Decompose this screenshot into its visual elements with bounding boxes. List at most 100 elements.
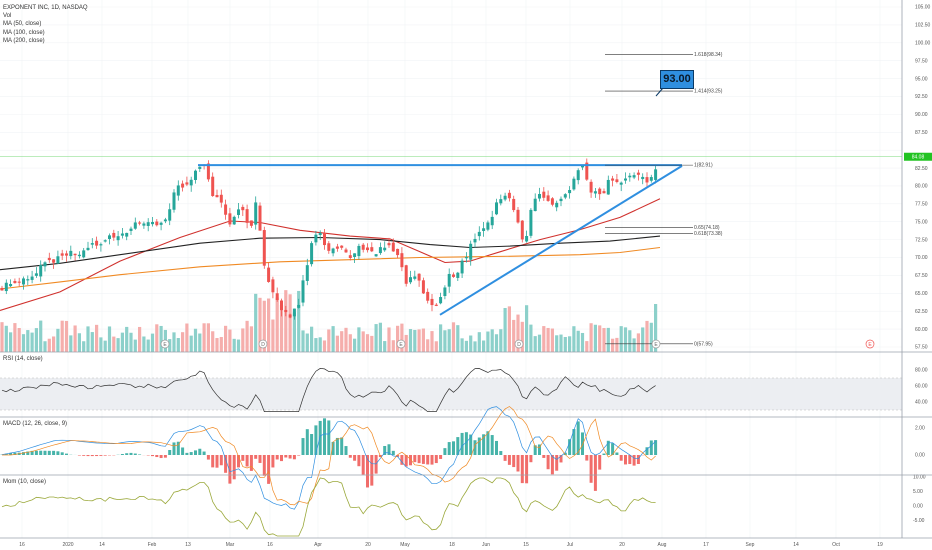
- candle-body: [370, 247, 374, 252]
- candle-body: [168, 209, 172, 221]
- candle-body: [641, 176, 645, 180]
- macd-histogram-bar: [172, 442, 176, 455]
- macd-histogram-bar: [340, 437, 344, 455]
- volume-bar: [56, 328, 60, 352]
- volume-bar: [262, 300, 266, 352]
- volume-bar: [632, 338, 636, 352]
- macd-histogram-bar: [288, 455, 292, 459]
- price-tick-label: 105.00: [915, 5, 931, 11]
- volume-bar: [439, 324, 443, 352]
- candle-body: [258, 205, 262, 231]
- macd-histogram-bar: [469, 434, 473, 455]
- price-tick-label: 77.50: [915, 202, 928, 208]
- time-tick-label: 19: [877, 542, 883, 548]
- time-tick-label: Jul: [567, 542, 573, 548]
- volume-bar: [417, 329, 421, 352]
- macd-histogram-bar: [636, 455, 640, 465]
- candle-body: [374, 254, 378, 257]
- candle-body: [116, 236, 120, 241]
- candle-body: [185, 182, 189, 185]
- candle-body: [516, 209, 520, 223]
- mom-tick-label: -5.00: [913, 518, 925, 524]
- legend-item-ma200[interactable]: MA (200, close): [3, 37, 45, 44]
- macd-histogram-bar: [391, 450, 395, 455]
- volume-bar: [340, 331, 344, 352]
- macd-histogram-bar: [318, 420, 322, 455]
- macd-histogram-bar: [262, 455, 266, 476]
- volume-bar: [357, 327, 361, 352]
- volume-bar: [301, 330, 305, 352]
- price-target-callout[interactable]: 93.00: [660, 70, 694, 89]
- macd-histogram-bar: [43, 450, 47, 455]
- macd-histogram-bar: [447, 442, 451, 455]
- candle-body: [490, 216, 494, 226]
- macd-histogram-bar: [632, 455, 636, 466]
- macd-histogram-bar: [520, 455, 524, 484]
- macd-histogram-bar: [555, 455, 559, 471]
- candle-body: [215, 195, 219, 198]
- candle-body: [456, 272, 460, 278]
- candle-body: [17, 281, 21, 283]
- candle-body: [39, 265, 43, 277]
- volume-bar: [649, 322, 653, 352]
- volume-bar: [125, 326, 129, 352]
- volume-bar: [211, 331, 215, 352]
- volume-bar: [645, 320, 649, 352]
- macd-histogram-bar: [228, 455, 232, 484]
- legend-item-vol[interactable]: Vol: [3, 13, 12, 20]
- macd-histogram-bar: [615, 452, 619, 455]
- volume-bar: [168, 339, 172, 352]
- volume-bar: [267, 298, 271, 352]
- volume-bar: [305, 333, 309, 352]
- macd-histogram-bar: [606, 440, 610, 455]
- candle-body: [310, 243, 314, 265]
- macd-histogram-bar: [133, 453, 137, 455]
- macd-title[interactable]: MACD (12, 26, close, 9): [3, 421, 68, 427]
- volume-bar: [654, 304, 658, 352]
- macd-histogram-bar: [310, 434, 314, 455]
- time-tick-label: 14: [99, 542, 105, 548]
- candle-body: [645, 177, 649, 183]
- rsi-title[interactable]: RSI (14, close): [3, 356, 43, 362]
- candle-body: [495, 202, 498, 215]
- rsi-tick-label: 80.00: [915, 368, 928, 374]
- macd-pane: 0.00 2.00: [0, 406, 925, 510]
- candle-body: [99, 244, 103, 246]
- volume-bar: [542, 326, 546, 352]
- macd-histogram-bar: [181, 447, 185, 455]
- candle-body: [602, 191, 606, 194]
- macd-histogram-bar: [456, 437, 460, 455]
- macd-histogram-bar: [529, 455, 533, 463]
- volume-bar: [494, 334, 499, 352]
- candle-body: [538, 193, 541, 199]
- volume-bar: [34, 328, 38, 352]
- candle-body: [9, 283, 13, 287]
- candle-body: [301, 280, 305, 303]
- volume-bar: [159, 325, 163, 352]
- macd-histogram-bar: [516, 455, 520, 472]
- macd-histogram-bar: [9, 452, 13, 455]
- candle-body: [636, 172, 640, 175]
- macd-histogram-bar: [598, 455, 602, 470]
- macd-histogram-bar: [344, 446, 348, 455]
- macd-histogram-bar: [645, 447, 649, 455]
- macd-histogram-bar: [400, 455, 404, 465]
- fib-label: 0.618(73.38): [694, 231, 723, 237]
- drawings[interactable]: 84.08 1.618(98.34) 1.414(93.25) 1(82.91) 0.6…: [0, 52, 932, 349]
- macd-histogram-bar: [559, 455, 563, 463]
- time-tick-label: 17: [703, 542, 709, 548]
- legend-item-ma50[interactable]: MA (50, close): [3, 21, 42, 28]
- mom-title[interactable]: Mom (10, close): [3, 479, 47, 485]
- legend-item-ma100[interactable]: MA (100, close): [3, 29, 45, 36]
- candle-body: [434, 304, 438, 306]
- time-tick-label: Apr: [314, 542, 322, 548]
- rsi-band: [0, 378, 902, 410]
- time-tick-label: May: [400, 542, 410, 548]
- volume-bar: [370, 335, 374, 352]
- candle-body: [288, 314, 292, 318]
- macd-histogram-bar: [357, 455, 361, 467]
- volume-bar: [150, 333, 155, 352]
- volume-bar: [99, 337, 103, 352]
- rsi-pane: 40.00 60.00 80.00: [0, 368, 928, 412]
